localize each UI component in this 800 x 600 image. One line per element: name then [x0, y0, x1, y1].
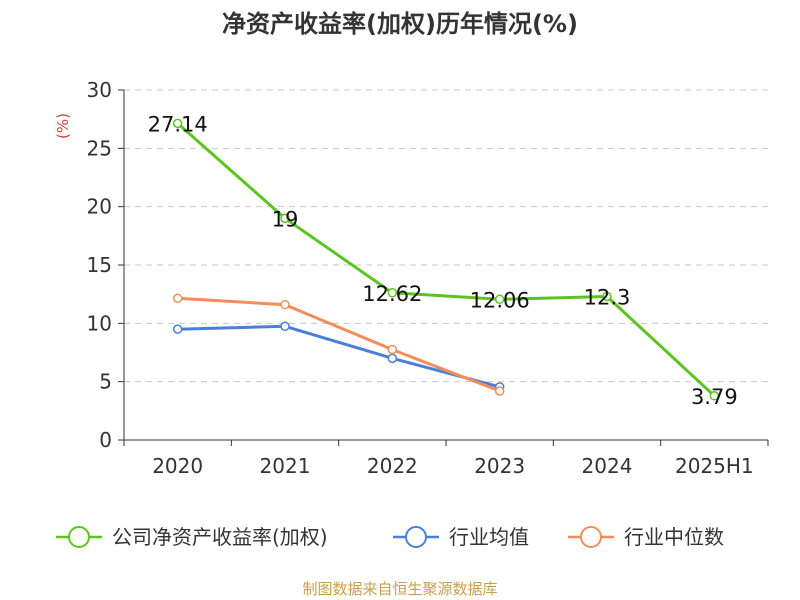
y-tick-label: 0 — [99, 428, 112, 452]
data-point[interactable] — [172, 324, 183, 334]
chart-title: 净资产收益率(加权)历年情况(%) — [222, 10, 578, 38]
data-point[interactable] — [280, 321, 290, 331]
series-line — [176, 122, 716, 397]
y-tick-label: 10 — [87, 311, 112, 335]
data-point[interactable] — [280, 299, 290, 310]
x-tick-label: 2023 — [474, 454, 525, 478]
legend-label: 行业均值 — [449, 525, 529, 549]
data-labels: 27.14 19 12.62 12.06 12.3 3.79 — [148, 112, 738, 408]
data-point[interactable] — [709, 391, 720, 401]
x-tick-label: 2020 — [152, 454, 203, 478]
gridlines — [124, 89, 768, 383]
y-tick-label: 15 — [87, 253, 112, 277]
data-point[interactable] — [387, 353, 398, 364]
legend-item[interactable]: 行业中位数 — [568, 525, 724, 549]
data-point[interactable] — [172, 293, 183, 303]
legend-label: 公司净资产收益率(加权) — [112, 525, 328, 549]
source-footer: 制图数据来自恒生聚源数据库 — [302, 580, 497, 598]
data-point[interactable] — [602, 291, 612, 302]
y-tick-label: 30 — [87, 78, 112, 102]
data-label: 12.3 — [584, 286, 631, 310]
data-label: 27.14 — [148, 112, 208, 136]
legend-item[interactable]: 行业均值 — [393, 525, 529, 549]
series-layer — [172, 118, 720, 401]
x-tick-label: 2021 — [260, 454, 311, 478]
legend-label: 行业中位数 — [624, 525, 724, 549]
x-tick-label: 2024 — [582, 454, 633, 478]
legend-marker — [405, 526, 427, 548]
y-tick-label: 5 — [99, 370, 112, 394]
data-point[interactable] — [494, 386, 505, 396]
series-line — [177, 296, 501, 393]
data-point[interactable] — [280, 213, 290, 224]
legend-item[interactable]: 公司净资产收益率(加权) — [56, 525, 328, 549]
data-point[interactable] — [172, 118, 183, 129]
x-tick-label: 2025H1 — [675, 454, 754, 478]
axes: 0 5 10 15 20 25 30 2020 2021 2022 2023 2024 2025H1 — [87, 78, 769, 478]
data-point[interactable] — [494, 294, 505, 305]
series-line — [177, 324, 501, 389]
data-point[interactable] — [387, 288, 398, 298]
legend-marker — [68, 526, 90, 548]
y-axis-unit-label: (%) — [54, 113, 72, 139]
data-label: 19 — [272, 207, 299, 231]
x-tick-label: 2022 — [367, 454, 418, 478]
data-label: 3.79 — [691, 385, 738, 409]
y-tick-label: 20 — [87, 195, 112, 219]
data-point[interactable] — [387, 344, 398, 355]
data-label: 12.62 — [362, 282, 422, 306]
y-tick-label: 25 — [87, 136, 112, 160]
data-label: 12.06 — [470, 288, 530, 312]
legend-marker — [580, 526, 602, 548]
legend[interactable]: 公司净资产收益率(加权) 行业均值 行业中位数 — [56, 525, 724, 549]
